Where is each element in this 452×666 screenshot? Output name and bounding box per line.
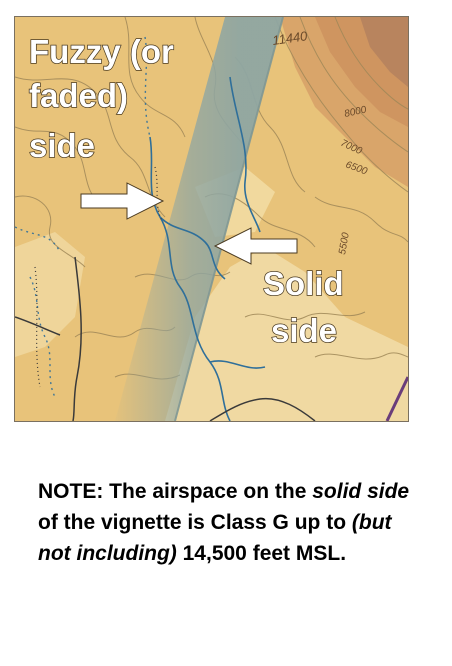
trails: [34, 166, 164, 388]
arrow-left-icon: [213, 227, 298, 265]
sectional-chart-map: 11440 8000 7000 6500 5500 Fuzzy (or fade…: [14, 16, 409, 422]
fuzzy-side-label-line1: Fuzzy (or: [29, 33, 174, 70]
boundary-line: [385, 376, 408, 421]
intermittent-streams: [15, 36, 151, 398]
note-part5: 14,500 feet MSL.: [176, 542, 347, 565]
elevation-8000-label: 8000: [343, 104, 367, 119]
rivers: [149, 76, 266, 421]
fuzzy-side-label-line3: side: [29, 127, 95, 164]
arrow-right-icon: [80, 182, 165, 220]
note-solid-side: solid side: [312, 480, 410, 503]
west-lowland: [15, 232, 85, 357]
solid-side-label-line1: Solid: [263, 265, 344, 302]
fuzzy-side-label-line2: faded): [29, 77, 128, 114]
note-part1: NOTE: The airspace on the: [38, 480, 313, 503]
vignette-solid-edge: [174, 17, 284, 421]
map-svg: 11440 8000 7000 6500 5500 Fuzzy (or fade…: [15, 17, 408, 421]
peak-terrain: [360, 17, 408, 87]
solid-side-label-line2: side: [271, 312, 337, 349]
note-but-not-including: (but not including): [38, 511, 392, 565]
airspace-note: NOTE: The airspace on the solid side of …: [38, 476, 428, 569]
elevation-5500-label: 5500: [337, 231, 352, 255]
valley-lowland: [165, 247, 408, 421]
note-part3: of the vignette is Class G up to: [38, 511, 352, 534]
roads: [15, 256, 316, 421]
elevation-peak-label: 11440: [271, 28, 309, 48]
airspace-vignette-band: [115, 17, 283, 421]
